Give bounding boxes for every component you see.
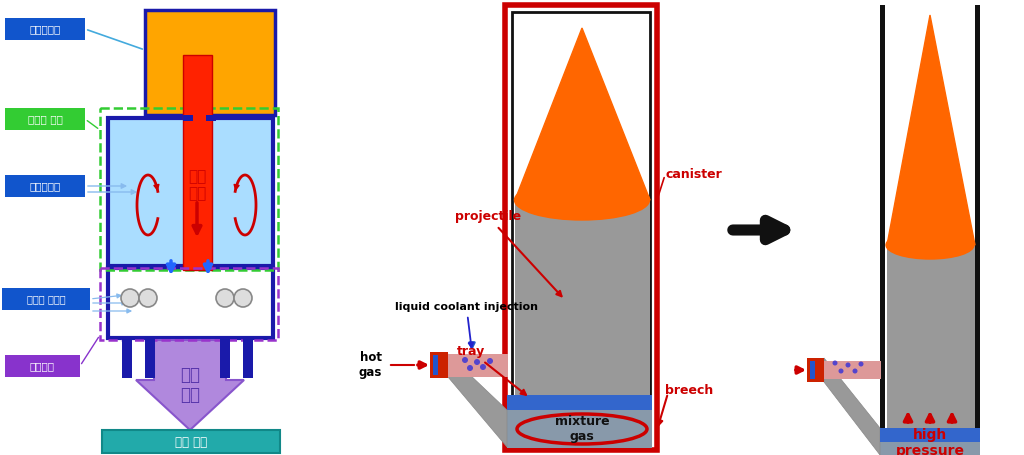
Text: tray: tray [457,345,526,395]
FancyBboxPatch shape [807,358,824,382]
FancyBboxPatch shape [880,442,980,454]
FancyBboxPatch shape [183,115,193,121]
Text: hot
gas: hot gas [358,351,382,379]
Circle shape [839,369,844,374]
FancyBboxPatch shape [5,175,85,197]
Polygon shape [887,15,975,245]
Text: mixture
gas: mixture gas [555,415,609,443]
Circle shape [216,289,234,307]
FancyBboxPatch shape [2,288,90,310]
Polygon shape [515,28,650,200]
Circle shape [121,289,139,307]
Text: 사출 챔버: 사출 챔버 [175,435,207,449]
FancyBboxPatch shape [5,355,80,377]
Polygon shape [136,340,244,430]
FancyBboxPatch shape [880,428,980,442]
Circle shape [487,358,493,364]
FancyBboxPatch shape [5,18,85,40]
Text: projectile: projectile [455,210,561,296]
Text: canister: canister [665,168,722,182]
FancyBboxPatch shape [108,268,273,338]
FancyBboxPatch shape [810,361,815,379]
Text: liquid coolant injection: liquid coolant injection [395,302,538,347]
FancyBboxPatch shape [145,338,155,378]
FancyBboxPatch shape [433,355,438,375]
Text: 냉각제 챔버: 냉각제 챔버 [28,114,62,124]
Ellipse shape [514,180,649,220]
FancyBboxPatch shape [505,5,657,450]
Circle shape [858,362,863,366]
Text: 가스발생기: 가스발생기 [30,24,60,34]
FancyBboxPatch shape [507,410,652,448]
FancyBboxPatch shape [515,200,650,400]
FancyBboxPatch shape [880,428,980,455]
Circle shape [853,369,857,374]
FancyBboxPatch shape [880,430,980,455]
Text: 연소
가스: 연소 가스 [187,169,206,201]
FancyBboxPatch shape [102,430,280,453]
FancyBboxPatch shape [122,338,132,378]
FancyBboxPatch shape [220,338,230,378]
Ellipse shape [886,231,974,259]
Text: 압력조절관: 압력조절관 [30,181,60,191]
Circle shape [467,365,473,371]
FancyBboxPatch shape [975,5,980,455]
FancyBboxPatch shape [430,352,449,378]
Text: 혼합챔버: 혼합챔버 [30,361,54,371]
Circle shape [480,364,486,370]
Circle shape [139,289,157,307]
FancyBboxPatch shape [880,430,980,454]
FancyBboxPatch shape [206,115,216,121]
FancyBboxPatch shape [183,55,212,270]
Text: 냉각제 분사기: 냉각제 분사기 [27,294,66,304]
FancyBboxPatch shape [887,245,975,430]
Polygon shape [824,358,880,455]
Circle shape [833,360,838,365]
FancyBboxPatch shape [880,5,885,455]
FancyBboxPatch shape [449,354,508,377]
FancyBboxPatch shape [108,118,273,266]
Circle shape [474,359,480,365]
FancyBboxPatch shape [243,338,253,378]
FancyBboxPatch shape [145,10,275,115]
Text: breech: breech [665,384,714,396]
FancyBboxPatch shape [507,395,652,410]
FancyBboxPatch shape [880,440,980,455]
Text: high
pressure: high pressure [896,428,965,455]
Circle shape [234,289,252,307]
Text: 혼합
가스: 혼합 가스 [180,366,200,404]
FancyBboxPatch shape [5,108,85,130]
FancyBboxPatch shape [512,12,650,443]
Polygon shape [449,354,507,447]
FancyBboxPatch shape [824,361,881,379]
Circle shape [846,363,851,368]
Circle shape [462,357,468,363]
